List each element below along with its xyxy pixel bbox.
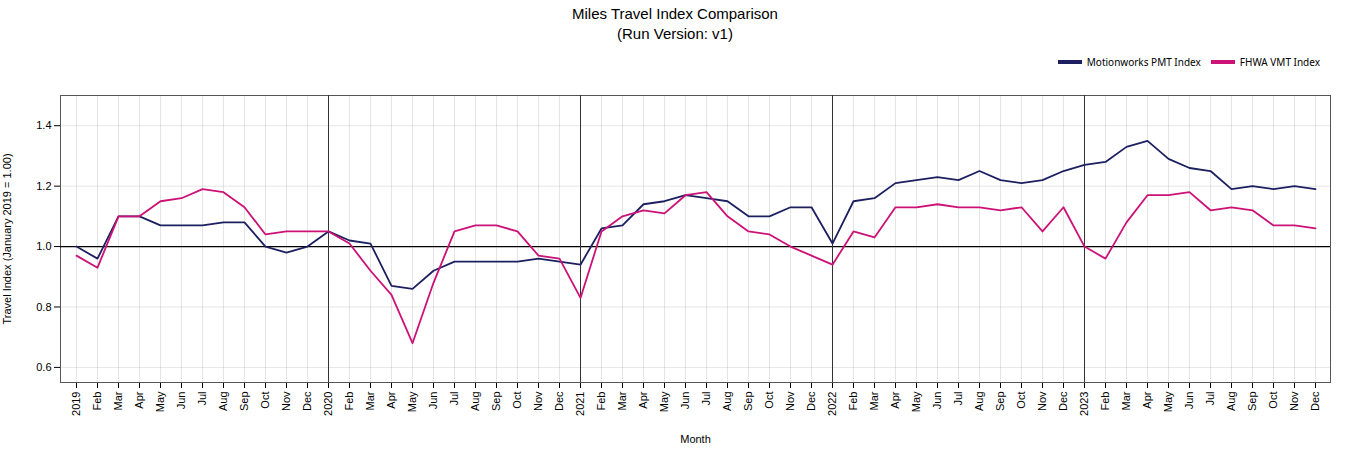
svg-text:0.6: 0.6 [36,361,51,373]
svg-text:Apr: Apr [1141,391,1153,408]
svg-text:Dec: Dec [805,391,817,411]
svg-text:Nov: Nov [532,391,544,411]
svg-text:Aug: Aug [973,392,985,412]
svg-text:Jul: Jul [448,392,460,406]
svg-text:Sep: Sep [1246,392,1258,412]
svg-text:Jun: Jun [175,392,187,410]
svg-text:1.4: 1.4 [36,119,51,131]
svg-text:Feb: Feb [91,392,103,411]
svg-text:Feb: Feb [343,392,355,411]
svg-text:Month: Month [680,433,711,445]
svg-text:May: May [406,391,418,412]
svg-text:Apr: Apr [133,391,145,408]
svg-text:Mar: Mar [112,391,124,410]
svg-text:Oct: Oct [1267,392,1279,409]
svg-text:Feb: Feb [847,392,859,411]
svg-text:Sep: Sep [742,392,754,412]
svg-text:Apr: Apr [385,391,397,408]
html-text:Miles Travel Index Comparison: Miles Travel Index Comparison (Run Versi… [572,5,778,42]
svg-text:May: May [658,391,670,412]
svg-text:Jun: Jun [1183,392,1195,410]
svg-text:Dec: Dec [553,391,565,411]
svg-text:Aug: Aug [1225,392,1237,412]
svg-text:Aug: Aug [217,392,229,412]
svg-text:Dec: Dec [301,391,313,411]
svg-text:Jun: Jun [931,392,943,410]
svg-text:2021: 2021 [574,392,586,416]
svg-text:Dec: Dec [1309,391,1321,411]
svg-text:May: May [910,391,922,412]
svg-text:Aug: Aug [469,392,481,412]
svg-text:Apr: Apr [889,391,901,408]
svg-text:Nov: Nov [1036,391,1048,411]
svg-text:Nov: Nov [784,391,796,411]
svg-text:Sep: Sep [490,392,502,412]
svg-text:Feb: Feb [1099,392,1111,411]
svg-text:May: May [154,391,166,412]
svg-text:Feb: Feb [595,392,607,411]
svg-text:Oct: Oct [763,392,775,409]
svg-text:2019: 2019 [70,392,82,416]
svg-text:Aug: Aug [721,392,733,412]
svg-text:1.0: 1.0 [36,240,51,252]
svg-text:Jul: Jul [952,392,964,406]
svg-text:Mar: Mar [868,391,880,410]
svg-text:Jun: Jun [427,392,439,410]
svg-text:Oct: Oct [1015,392,1027,409]
svg-text:Dec: Dec [1057,391,1069,411]
svg-text:Oct: Oct [259,392,271,409]
svg-text:Apr: Apr [637,391,649,408]
html-text:Motionworks PMT Index: Motionworks PMT Index [1086,54,1201,69]
svg-text:Nov: Nov [280,391,292,411]
svg-text:Nov: Nov [1288,391,1300,411]
html-text:FHWA VMT Index: FHWA VMT Index [1239,54,1320,69]
svg-text:2023: 2023 [1078,392,1090,416]
svg-text:Jul: Jul [196,392,208,406]
svg-text:May: May [1162,391,1174,412]
svg-text:0.8: 0.8 [36,300,51,312]
svg-text:Jul: Jul [1204,392,1216,406]
svg-text:2022: 2022 [826,392,838,416]
svg-text:Jun: Jun [679,392,691,410]
svg-text:Oct: Oct [511,392,523,409]
svg-text:Mar: Mar [364,391,376,410]
svg-text:Mar: Mar [616,391,628,410]
svg-text:2020: 2020 [322,392,334,416]
svg-text:Mar: Mar [1120,391,1132,410]
svg-text:Sep: Sep [994,392,1006,412]
svg-text:Jul: Jul [700,392,712,406]
svg-text:Sep: Sep [238,392,250,412]
svg-text:1.2: 1.2 [36,180,51,192]
svg-text:Travel Index (January 2019 = 1: Travel Index (January 2019 = 1.00) [1,153,13,324]
